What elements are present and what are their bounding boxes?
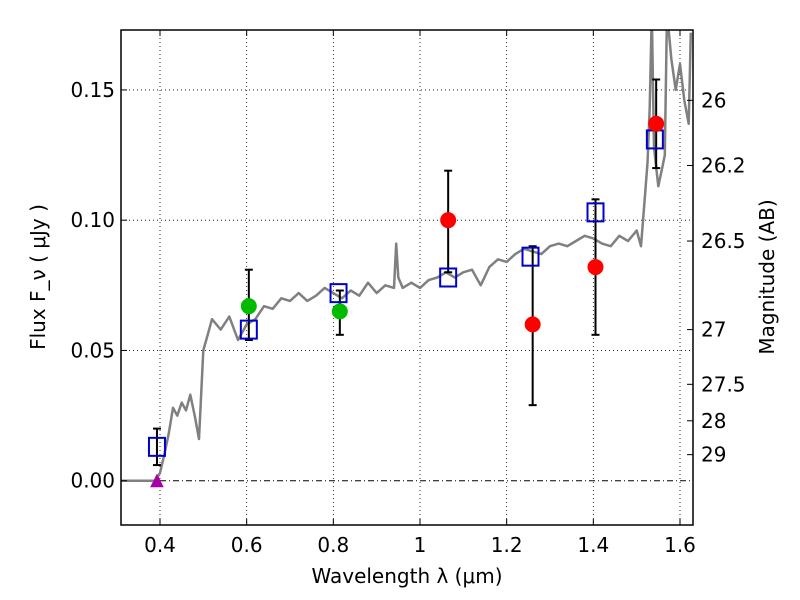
red-circle-marker	[648, 115, 665, 132]
blue-square-marker	[329, 283, 348, 304]
y-axis-ticks: 0.00 0.05 0.10 0.15	[70, 78, 127, 493]
red-circle-marker	[587, 259, 604, 276]
x-tick-label: 1	[414, 533, 427, 557]
x-axis-ticks: 0.4 0.6 0.8 1 1.2 1.4 1.6	[144, 30, 696, 557]
right-tick-label: 26.5	[701, 229, 746, 253]
y-tick-label: 0.15	[70, 78, 115, 102]
plot-frame	[120, 29, 694, 526]
right-axis-ticks: 26 26.2 26.5 27 27.5 28 29	[687, 88, 746, 467]
right-tick-label: 28	[701, 409, 726, 433]
x-tick-label: 1.2	[491, 533, 523, 557]
blue-square-marker	[439, 267, 458, 288]
x-tick-label: 0.4	[144, 533, 176, 557]
y-tick-label: 0.05	[70, 338, 115, 362]
grid	[121, 30, 693, 525]
right-tick-label: 27	[701, 318, 726, 342]
x-tick-label: 0.6	[231, 533, 263, 557]
right-tick-label: 26	[701, 88, 726, 112]
blue-square-marker	[521, 246, 540, 267]
blue-square-marker	[586, 202, 605, 223]
right-tick-label: 27.5	[701, 372, 746, 396]
x-axis-label: Wavelength λ (μm)	[311, 564, 502, 588]
model-sed-line	[121, 30, 693, 482]
x-tick-label: 1.6	[664, 533, 696, 557]
y-tick-label: 0.10	[70, 208, 115, 232]
red-circle-marker	[440, 212, 457, 229]
blue-square-marker	[147, 436, 166, 457]
right-axis-label: Magnitude (AB)	[755, 199, 779, 354]
right-tick-label: 26.2	[701, 153, 746, 177]
y-tick-label: 0.00	[70, 469, 115, 493]
green-circle-marker	[331, 303, 348, 320]
y-axis-label: Flux F_ν ( μJy )	[26, 204, 50, 350]
data-markers	[147, 115, 665, 488]
x-tick-label: 1.4	[577, 533, 609, 557]
magenta-triangle-marker	[150, 473, 164, 488]
x-tick-label: 0.8	[317, 533, 349, 557]
blue-square-marker	[239, 319, 258, 340]
right-tick-label: 29	[701, 443, 726, 467]
green-circle-marker	[240, 298, 257, 315]
red-circle-marker	[524, 316, 541, 333]
